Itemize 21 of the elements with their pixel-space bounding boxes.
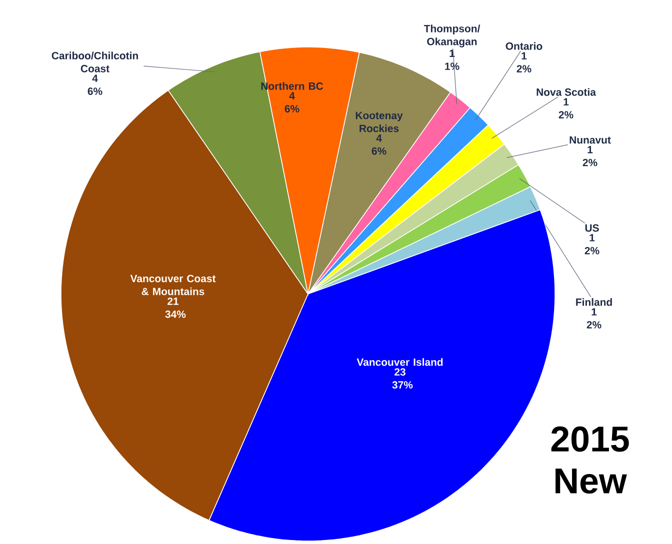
data-label: 4 6% [372, 134, 386, 155]
data-label: 1 2% [584, 234, 600, 254]
slice-label: Thompson/ Okanagan [424, 24, 480, 48]
data-label: 23 37% [392, 368, 413, 389]
data-label: 4 6% [88, 74, 102, 95]
data-label: 1 2% [516, 52, 532, 72]
slice-label: Nova Scotia [536, 88, 596, 96]
slice-label: Vancouver Coast & Mountains [130, 274, 216, 296]
data-label: 1 2% [558, 98, 574, 118]
text: 2015 New [551, 426, 629, 494]
data-label: 1 2% [582, 146, 598, 166]
slice-label: Vancouver Island [356, 358, 443, 366]
slice-label: US [585, 224, 599, 232]
slice-label: Ontario [506, 42, 542, 50]
slice-label: Kootenay Rockies [356, 112, 403, 132]
slice-label: Finland [576, 298, 612, 306]
slice-label: Nunavut [570, 136, 611, 144]
data-label: 1 2% [586, 308, 602, 328]
data-label: 21 34% [165, 298, 186, 318]
data-label: 4 6% [284, 92, 300, 112]
slice-label: Cariboo/Chilcotin Coast [52, 52, 138, 72]
